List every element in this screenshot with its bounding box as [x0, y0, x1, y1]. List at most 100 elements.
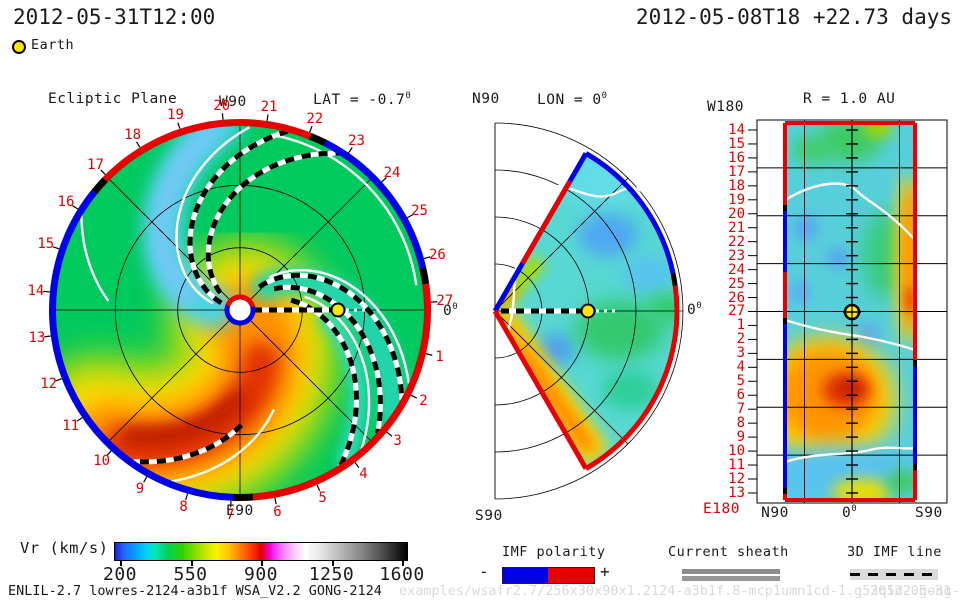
meridional-zero-deg-label: 00	[687, 301, 702, 318]
ecliptic-day-label: 15	[37, 236, 55, 253]
radial-day-label: 4	[736, 359, 745, 376]
ecliptic-day-label: 17	[87, 156, 104, 173]
velocity-colorbar	[114, 542, 408, 561]
current-sheath-line-icon	[682, 569, 780, 574]
ecliptic-day-label: 18	[124, 127, 142, 144]
radial-day-label: 24	[728, 261, 745, 278]
colorbar-tick	[120, 560, 122, 566]
ecliptic-lat-label: LAT = -0.70	[313, 91, 411, 108]
colorbar-title: Vr (km/s)	[20, 539, 109, 557]
watermark-date: 2012-05-31	[870, 583, 952, 599]
radial-day-label: 11	[728, 457, 745, 474]
colorbar-tick-label: 1250	[308, 564, 355, 585]
radial-day-label: 9	[736, 429, 745, 446]
imf-polarity-swatch	[502, 567, 595, 584]
radial-day-label: 1	[736, 317, 745, 334]
radial-day-label: 2	[736, 331, 745, 348]
radial-day-label: 19	[728, 191, 745, 208]
imf-3d-line-icon	[850, 569, 938, 580]
imf-3d-line-label: 3D IMF line	[847, 544, 942, 560]
radial-day-label: 25	[728, 275, 745, 292]
radial-day-label: 14	[728, 122, 745, 138]
ecliptic-day-label: 2	[419, 393, 428, 410]
imf-minus-sign: -	[479, 562, 490, 581]
imf-negative-swatch	[503, 568, 548, 583]
colorbar-tick-label: 550	[173, 564, 208, 585]
radial-day-label: 6	[736, 387, 745, 404]
radial-day-label: 20	[728, 205, 745, 222]
colorbar-tick-label: 900	[243, 564, 279, 585]
ecliptic-day-label: 10	[93, 453, 111, 470]
ecliptic-e90-label: E90	[226, 503, 254, 519]
imf-plus-sign: +	[600, 562, 611, 581]
ecliptic-title: Ecliptic Plane	[48, 91, 178, 107]
earth-marker-icon	[12, 40, 26, 54]
ecliptic-day-label: 23	[348, 133, 365, 150]
ecliptic-w90-label: W90	[219, 94, 247, 110]
ecliptic-zero-deg-label: 00	[443, 302, 458, 319]
radial-day-label: 22	[728, 233, 745, 250]
earth-legend-label: Earth	[31, 37, 75, 53]
radial-e180-label: E180	[703, 501, 740, 517]
imf-positive-swatch	[548, 568, 594, 583]
ecliptic-day-label: 1	[435, 348, 444, 365]
imf-3d-dash-pattern	[850, 573, 938, 576]
colorbar-tick	[190, 560, 193, 566]
elapsed-timestamp: 2012-05-08T18 +22.73 days	[635, 5, 952, 29]
colorbar-tick-label: 1600	[379, 564, 425, 585]
ecliptic-day-label: 4	[359, 465, 368, 482]
radial-day-label: 23	[728, 247, 745, 264]
colorbar-tick-label: 200	[102, 564, 138, 585]
ecliptic-day-label: 20	[213, 97, 231, 114]
radial-day-label: 8	[736, 415, 745, 432]
ecliptic-day-label: 24	[383, 164, 401, 181]
ecliptic-day-label: 5	[318, 489, 327, 506]
ecliptic-day-label: 22	[306, 111, 324, 128]
radial-day-label: 17	[728, 163, 745, 180]
watermark-run-path: examples/wsafr2.7/256x30x90x1.2124-a3b1f…	[399, 583, 960, 599]
imf-polarity-label: IMF polarity	[502, 544, 606, 560]
meridional-s90-label: S90	[475, 508, 503, 524]
ecliptic-day-label: 19	[167, 107, 184, 124]
radial-day-label: 18	[728, 177, 745, 194]
ecliptic-day-label: 14	[27, 282, 45, 299]
radial-s90-label: S90	[915, 505, 943, 521]
radial-day-label: 26	[728, 289, 745, 306]
radial-n90-label: N90	[761, 505, 789, 521]
radial-day-label: 7	[736, 401, 745, 418]
radial-day-label: 3	[736, 345, 745, 362]
ecliptic-day-label: 12	[40, 375, 58, 392]
radial-title: R = 1.0 AU	[803, 91, 896, 107]
ecliptic-day-label: 8	[179, 499, 188, 516]
ecliptic-day-label: 7	[226, 506, 235, 523]
run-timestamp: 2012-05-31T12:00	[13, 5, 216, 29]
ecliptic-day-label: 21	[260, 99, 278, 116]
radial-day-label: 27	[728, 303, 745, 320]
radial-day-label: 13	[728, 484, 745, 501]
radial-day-label: 10	[728, 443, 745, 460]
radial-day-label: 5	[736, 373, 745, 390]
radial-day-label: 16	[728, 149, 745, 166]
radial-day-label: 21	[728, 219, 745, 236]
current-sheath-line2-icon	[682, 576, 780, 581]
meridional-n90-label: N90	[472, 91, 500, 107]
radial-day-label: 12	[728, 471, 745, 487]
ecliptic-day-label: 26	[428, 246, 446, 263]
radial-zero-deg-label: 00	[842, 504, 857, 521]
colorbar-tick	[261, 560, 263, 566]
model-version-text: ENLIL-2.7 lowres-2124-a3b1f WSA_V2.2 GON…	[8, 583, 382, 599]
ecliptic-day-label: 6	[273, 503, 282, 520]
radial-day-label: 15	[728, 135, 745, 152]
ecliptic-day-label: 16	[57, 193, 75, 210]
ecliptic-day-label: 9	[135, 480, 145, 497]
radial-w180-label: W180	[707, 99, 744, 115]
ecliptic-day-label: 11	[62, 417, 80, 434]
ecliptic-day-label: 13	[28, 329, 46, 346]
ecliptic-day-label: 25	[411, 203, 428, 219]
colorbar-tick	[402, 560, 404, 566]
ecliptic-day-label: 3	[393, 433, 402, 450]
colorbar-tick	[331, 560, 334, 566]
meridional-lon-label: LON = 00	[537, 91, 608, 108]
